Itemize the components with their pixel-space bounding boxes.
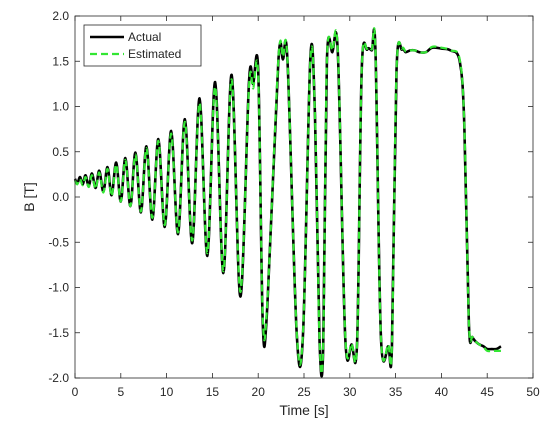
y-tick-label: -1.0: [48, 281, 69, 295]
y-tick-label: -0.5: [48, 235, 69, 249]
x-tick-label: 30: [343, 385, 357, 399]
x-tick-label: 0: [72, 385, 79, 399]
legend: Actual Estimated: [83, 24, 202, 67]
x-tick-label: 35: [389, 385, 403, 399]
x-tick-label: 15: [206, 385, 220, 399]
legend-label-actual: Actual: [128, 30, 161, 44]
series-group: [73, 27, 502, 378]
y-tick-label: 0.5: [52, 145, 69, 159]
y-axis-label: B [T]: [21, 182, 37, 212]
series-line-estimated: [74, 27, 501, 375]
y-tick-label: 2.0: [52, 9, 69, 23]
legend-box: [83, 24, 202, 67]
x-axis-tick-labels: 0 5 10 15 20 25 30 35 40 45 50: [72, 385, 540, 399]
legend-label-estimated: Estimated: [128, 47, 181, 61]
y-tick-label: 1.5: [52, 54, 69, 68]
x-tick-label: 5: [117, 385, 124, 399]
y-axis-tick-labels: 2.0 1.5 1.0 0.5 0.0 -0.5 -1.0 -1.5 -2.0: [48, 9, 69, 385]
y-tick-label: -2.0: [48, 371, 69, 385]
x-tick-label: 50: [526, 385, 540, 399]
y-tick-label: -1.5: [48, 326, 69, 340]
x-tick-label: 10: [160, 385, 174, 399]
plot-area-frame: [74, 15, 534, 379]
x-tick-label: 40: [435, 385, 449, 399]
y-tick-label: 1.0: [52, 100, 69, 114]
y-tick-label: 0.0: [52, 190, 69, 204]
x-tick-label: 20: [252, 385, 266, 399]
x-tick-label: 45: [481, 385, 495, 399]
x-axis-label: Time [s]: [279, 402, 328, 418]
x-tick-label: 25: [297, 385, 311, 399]
